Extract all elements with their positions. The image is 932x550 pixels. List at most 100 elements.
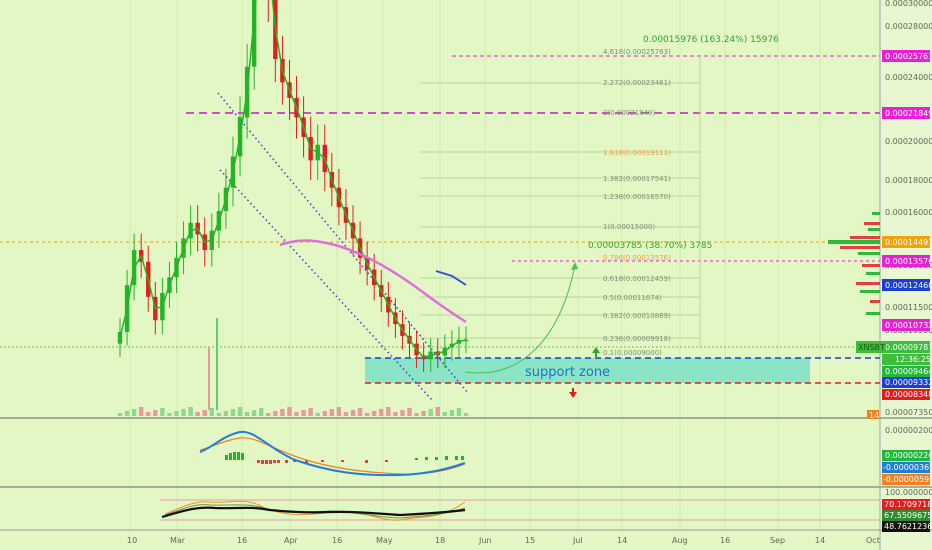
- price-tick: 0.00018000: [885, 176, 932, 185]
- support-zone: [365, 358, 810, 383]
- time-tick: 10: [127, 536, 137, 545]
- volume-bar: [456, 408, 462, 416]
- volume-bar: [428, 409, 433, 416]
- price-tag-09787: 0.00009787: [885, 343, 932, 352]
- volume-bar: [216, 413, 222, 416]
- projection-curve: [464, 264, 576, 374]
- volume-bar: [343, 412, 349, 416]
- time-tick: 14: [815, 536, 825, 545]
- volume-bar: [364, 413, 370, 416]
- volume-bar: [188, 407, 193, 416]
- time-tick: Oct: [866, 536, 880, 545]
- price-tick: 0.00024000: [885, 73, 932, 82]
- fib-label-0618: 0.618(0.00012459): [603, 275, 671, 283]
- volume-bar: [181, 409, 186, 416]
- moving-average-blue: [435, 270, 467, 286]
- volume-bar: [174, 411, 179, 416]
- price-tag-09332: 0.00009332: [885, 378, 932, 387]
- volume-spike: [216, 318, 218, 410]
- volume-bar: [138, 407, 144, 416]
- rsi-tick: 100.00000000: [885, 488, 932, 497]
- corner-badge: 14: [869, 411, 879, 420]
- volume-bar: [153, 410, 158, 416]
- fib-label-1382: 1.382(0.00017541): [603, 175, 671, 183]
- rsi-line-black: [161, 506, 466, 519]
- time-tick: Jul: [572, 536, 583, 545]
- volume-bars: [117, 318, 469, 416]
- fib-label-2272: 2.272(0.00023461): [603, 79, 671, 87]
- fib-label-1618: 1.618(0.00019111): [603, 149, 671, 157]
- price-axis-ticks: 0.00030000 0.00028000 0.00024000 0.00020…: [885, 0, 932, 497]
- rsi-tag-upper: 70.17097189: [884, 500, 932, 509]
- volume-bar: [237, 407, 243, 416]
- macd-tag-line: -0.00000369: [883, 463, 932, 472]
- volume-bar: [294, 412, 299, 416]
- channel-upper: [217, 92, 469, 394]
- volume-bar: [202, 410, 207, 416]
- price-tag-09464: 0.00009464: [885, 367, 932, 376]
- countdown-tag: 12:36:25: [895, 355, 931, 364]
- volume-profile: [828, 212, 880, 315]
- volume-bar: [146, 412, 151, 416]
- volume-bar: [131, 409, 137, 416]
- symbol-tag: XNSBTC: [858, 343, 890, 352]
- macd-tag-histogram: 0.00000226: [885, 451, 932, 460]
- volume-bar: [259, 408, 264, 416]
- time-axis-ticks: 10 Mar 16 Apr 16 May 18 Jun 15 Jul 14 Au…: [127, 536, 880, 545]
- time-tick: 14: [617, 536, 627, 545]
- volume-bar: [329, 409, 335, 416]
- moving-average-green: [119, 0, 467, 359]
- volume-bar: [414, 413, 419, 416]
- support-zone-label: support zone: [525, 365, 610, 380]
- macd-line: [199, 430, 466, 477]
- volume-bar: [124, 411, 130, 416]
- price-tick: 0.00028000: [885, 22, 932, 31]
- time-tick: Sep: [770, 536, 785, 545]
- vertical-grid: [129, 0, 821, 530]
- volume-bar: [386, 407, 391, 416]
- fib-label-2: 2(0.00021849): [603, 109, 655, 117]
- volume-bar: [435, 407, 440, 416]
- volume-bar: [322, 411, 327, 416]
- volume-bar: [160, 408, 165, 416]
- price-tag-14491: 0.00014491: [885, 238, 932, 247]
- price-tag-08348: 0.00008348: [885, 390, 932, 399]
- time-tick: 18: [435, 536, 445, 545]
- projection-arrowhead: [571, 262, 578, 270]
- volume-bar: [273, 411, 278, 416]
- volume-bar: [350, 410, 356, 416]
- macd-tag-signal: -0.00000595: [883, 475, 932, 484]
- fib-label-01: 0.1(0.00009000): [603, 349, 662, 357]
- volume-bar: [308, 408, 313, 416]
- price-tick: 0.00016000: [885, 208, 932, 217]
- candle-body: [251, 0, 257, 67]
- volume-bar: [301, 410, 306, 416]
- fib-label-0382: 0.382(0.00010889): [603, 312, 671, 320]
- price-tags: 0.00025763 0.00021849 0.00014491 0.00013…: [856, 50, 932, 532]
- volume-bar: [421, 411, 426, 416]
- time-tick: 15: [525, 536, 535, 545]
- moving-average-pink: [279, 239, 467, 324]
- volume-bar: [372, 411, 377, 416]
- price-tag-25763: 0.00025763: [885, 52, 932, 61]
- fib-label-0786: 0.786(0.00013576): [603, 254, 671, 262]
- volume-bar: [449, 410, 455, 416]
- tag-bg: [882, 50, 930, 62]
- price-tick: 0.00030000: [885, 0, 932, 8]
- volume-bar: [251, 410, 257, 416]
- price-tag-12460: 0.00012460: [885, 281, 932, 290]
- price-tag-21849: 0.00021849: [885, 109, 932, 118]
- fib-label-1236: 1.236(0.00016570): [603, 193, 671, 201]
- price-tick: 0.00007350: [885, 408, 932, 417]
- rsi-tag-mid: 67.55096755: [884, 511, 932, 520]
- volume-bar: [463, 413, 469, 416]
- time-tick: 16: [720, 536, 730, 545]
- time-tick: Mar: [170, 536, 186, 545]
- measure-label-small: 0.00003785 (38.70%) 3785: [588, 241, 712, 251]
- candle-body: [463, 339, 469, 342]
- fib-label-0236: 0.236(0.00009918): [603, 335, 671, 343]
- measure-label-big: 0.00015976 (163.24%) 15976: [643, 35, 779, 45]
- volume-bar: [393, 412, 398, 416]
